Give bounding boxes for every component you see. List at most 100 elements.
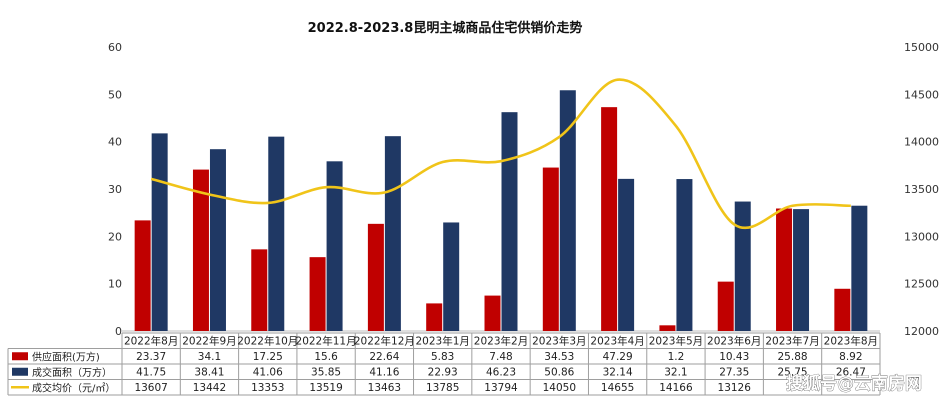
category-label: 2022年9月: [182, 335, 236, 348]
deal-bar: [501, 112, 518, 331]
supply-bar: [834, 288, 851, 331]
left-tick-label: 40: [108, 136, 122, 149]
right-tick-label: 13000: [904, 230, 939, 243]
supply-bar: [776, 208, 793, 331]
table-cell: 14166: [659, 382, 693, 394]
left-tick-label: 30: [108, 183, 122, 196]
legend-key: [12, 352, 28, 361]
chart-title: 2022.8-2023.8昆明主城商品住宅供销价走势: [308, 20, 583, 36]
deal-bar: [443, 222, 460, 331]
right-tick-label: 13500: [904, 183, 939, 196]
supply-bar: [659, 325, 676, 331]
table-cell: 17.25: [253, 351, 283, 363]
left-tick-label: 0: [115, 325, 122, 338]
supply-bar: [426, 303, 443, 331]
table-cell: 15.6: [314, 351, 338, 363]
table-cell: 34.1: [198, 351, 221, 363]
watermark: 搜狐号@云南房网: [786, 373, 922, 394]
deal-bar: [793, 209, 810, 331]
left-tick-label: 10: [108, 278, 122, 291]
table-cell: 14050: [543, 382, 576, 394]
supply-bar: [251, 249, 268, 331]
table-cell: 50.86: [544, 367, 574, 379]
table-cell: 10.43: [719, 351, 749, 363]
legend-key: [12, 367, 28, 376]
deal-bar: [268, 136, 285, 331]
table-cell: 23.37: [136, 351, 166, 363]
table-cell: 25.88: [778, 351, 808, 363]
deal-bar: [676, 179, 693, 331]
table-cell: 32.14: [603, 367, 633, 379]
supply-bar: [484, 295, 501, 331]
supply-bar: [309, 257, 326, 331]
right-tick-label: 12000: [904, 325, 939, 338]
table-cell: 13442: [193, 382, 226, 394]
table-cell: 22.64: [369, 351, 399, 363]
table-cell: 13126: [718, 382, 752, 394]
deal-bar: [326, 161, 343, 331]
deal-bar: [734, 201, 751, 331]
category-label: 2022年8月: [124, 335, 178, 348]
category-label: 2023年5月: [649, 335, 703, 348]
legend-label: 供应面积(万方): [32, 350, 100, 363]
deal-bar: [151, 133, 168, 331]
table-cell: 27.35: [719, 367, 749, 379]
supply-bar: [134, 220, 151, 331]
bars: [134, 90, 868, 331]
table-cell: 13353: [251, 382, 284, 394]
table-cell: 7.48: [489, 351, 512, 363]
right-tick-label: 15000: [904, 41, 939, 54]
deal-bar: [559, 90, 576, 331]
table-cell: 13607: [134, 382, 167, 394]
deal-bar: [209, 149, 226, 331]
table-cell: 38.41: [194, 367, 224, 379]
table-cell: 41.75: [136, 367, 166, 379]
category-label: 2022年12月: [354, 335, 415, 348]
legend-label: 成交均价（元/㎡）: [32, 381, 115, 394]
price-line: [150, 78, 851, 230]
table-cell: 13794: [484, 382, 518, 394]
category-label: 2023年1月: [415, 335, 469, 348]
deal-bar: [384, 136, 401, 331]
left-tick-label: 20: [108, 230, 122, 243]
supply-bar: [192, 169, 209, 331]
deal-bar: [851, 205, 868, 331]
category-label: 2022年10月: [237, 335, 298, 348]
price-series-line: [150, 78, 851, 230]
table-cell: 41.06: [253, 367, 283, 379]
supply-bar: [542, 167, 559, 331]
table-cell: 5.83: [431, 351, 454, 363]
category-label: 2023年6月: [707, 335, 761, 348]
table-cell: 25.75: [778, 367, 808, 379]
table-cell: 26.47: [836, 367, 866, 379]
category-label: 2023年4月: [590, 335, 644, 348]
right-axis: 12000 12500 13000 13500 14000 14500 15000: [904, 41, 939, 338]
table-cell: 41.16: [369, 367, 399, 379]
left-axis: 0 10 20 30 40 50 60: [108, 41, 880, 338]
table-cell: 47.29: [603, 351, 633, 363]
supply-bar: [367, 223, 384, 331]
category-label: 2023年2月: [474, 335, 528, 348]
table-cell: 34.53: [544, 351, 574, 363]
table-cell: 13785: [426, 382, 459, 394]
left-tick-label: 50: [108, 88, 122, 101]
right-tick-label: 14500: [904, 88, 939, 101]
table-cell: 8.92: [839, 351, 862, 363]
table-cell: 13519: [309, 382, 342, 394]
category-label: 2023年8月: [824, 335, 878, 348]
category-label: 2023年3月: [532, 335, 586, 348]
deal-bar: [618, 178, 635, 331]
table-cell: 1.2: [668, 351, 685, 363]
supply-bar: [601, 107, 618, 331]
table-cell: 14655: [601, 382, 634, 394]
table-cell: 35.85: [311, 367, 341, 379]
table-cell: 32.1: [664, 367, 687, 379]
table-cell: 46.23: [486, 367, 516, 379]
left-tick-label: 60: [108, 41, 122, 54]
right-tick-label: 14000: [904, 136, 939, 149]
legend-label: 成交面积（万方）: [32, 366, 112, 379]
table-cell: 13463: [368, 382, 401, 394]
category-label: 2023年7月: [765, 335, 819, 348]
